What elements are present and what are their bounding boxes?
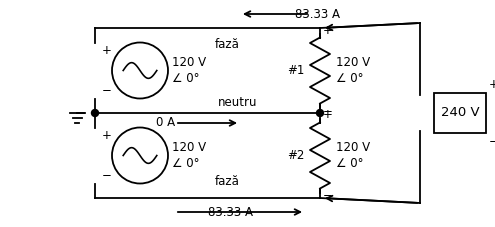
Circle shape	[92, 109, 99, 116]
Text: 120 V: 120 V	[336, 141, 370, 154]
Text: ∠ 0°: ∠ 0°	[172, 72, 199, 85]
Text: 240 V: 240 V	[441, 106, 479, 119]
Circle shape	[316, 109, 324, 116]
Bar	[434, 93, 486, 133]
Text: +: +	[489, 78, 495, 91]
Text: −: −	[323, 104, 333, 118]
Text: 0 A: 0 A	[156, 116, 175, 129]
Text: 120 V: 120 V	[172, 56, 206, 69]
Text: neutru: neutru	[218, 96, 257, 109]
Text: −: −	[102, 84, 112, 97]
Text: #2: #2	[287, 149, 304, 162]
Text: −: −	[102, 169, 112, 182]
Text: ∠ 0°: ∠ 0°	[336, 157, 363, 170]
Text: 120 V: 120 V	[336, 56, 370, 69]
Text: −: −	[323, 190, 333, 202]
Text: ∠ 0°: ∠ 0°	[172, 157, 199, 170]
Text: 83.33 A: 83.33 A	[295, 7, 340, 20]
Text: fază: fază	[215, 38, 240, 51]
Text: +: +	[323, 24, 333, 37]
Text: #1: #1	[287, 64, 304, 77]
Text: fază: fază	[215, 175, 240, 188]
Text: 120 V: 120 V	[172, 141, 206, 154]
Text: −: −	[489, 135, 495, 148]
Text: +: +	[323, 109, 333, 121]
Text: +: +	[102, 44, 112, 57]
Text: +: +	[102, 129, 112, 142]
Text: 83.33 A: 83.33 A	[207, 205, 252, 219]
Text: ∠ 0°: ∠ 0°	[336, 72, 363, 85]
